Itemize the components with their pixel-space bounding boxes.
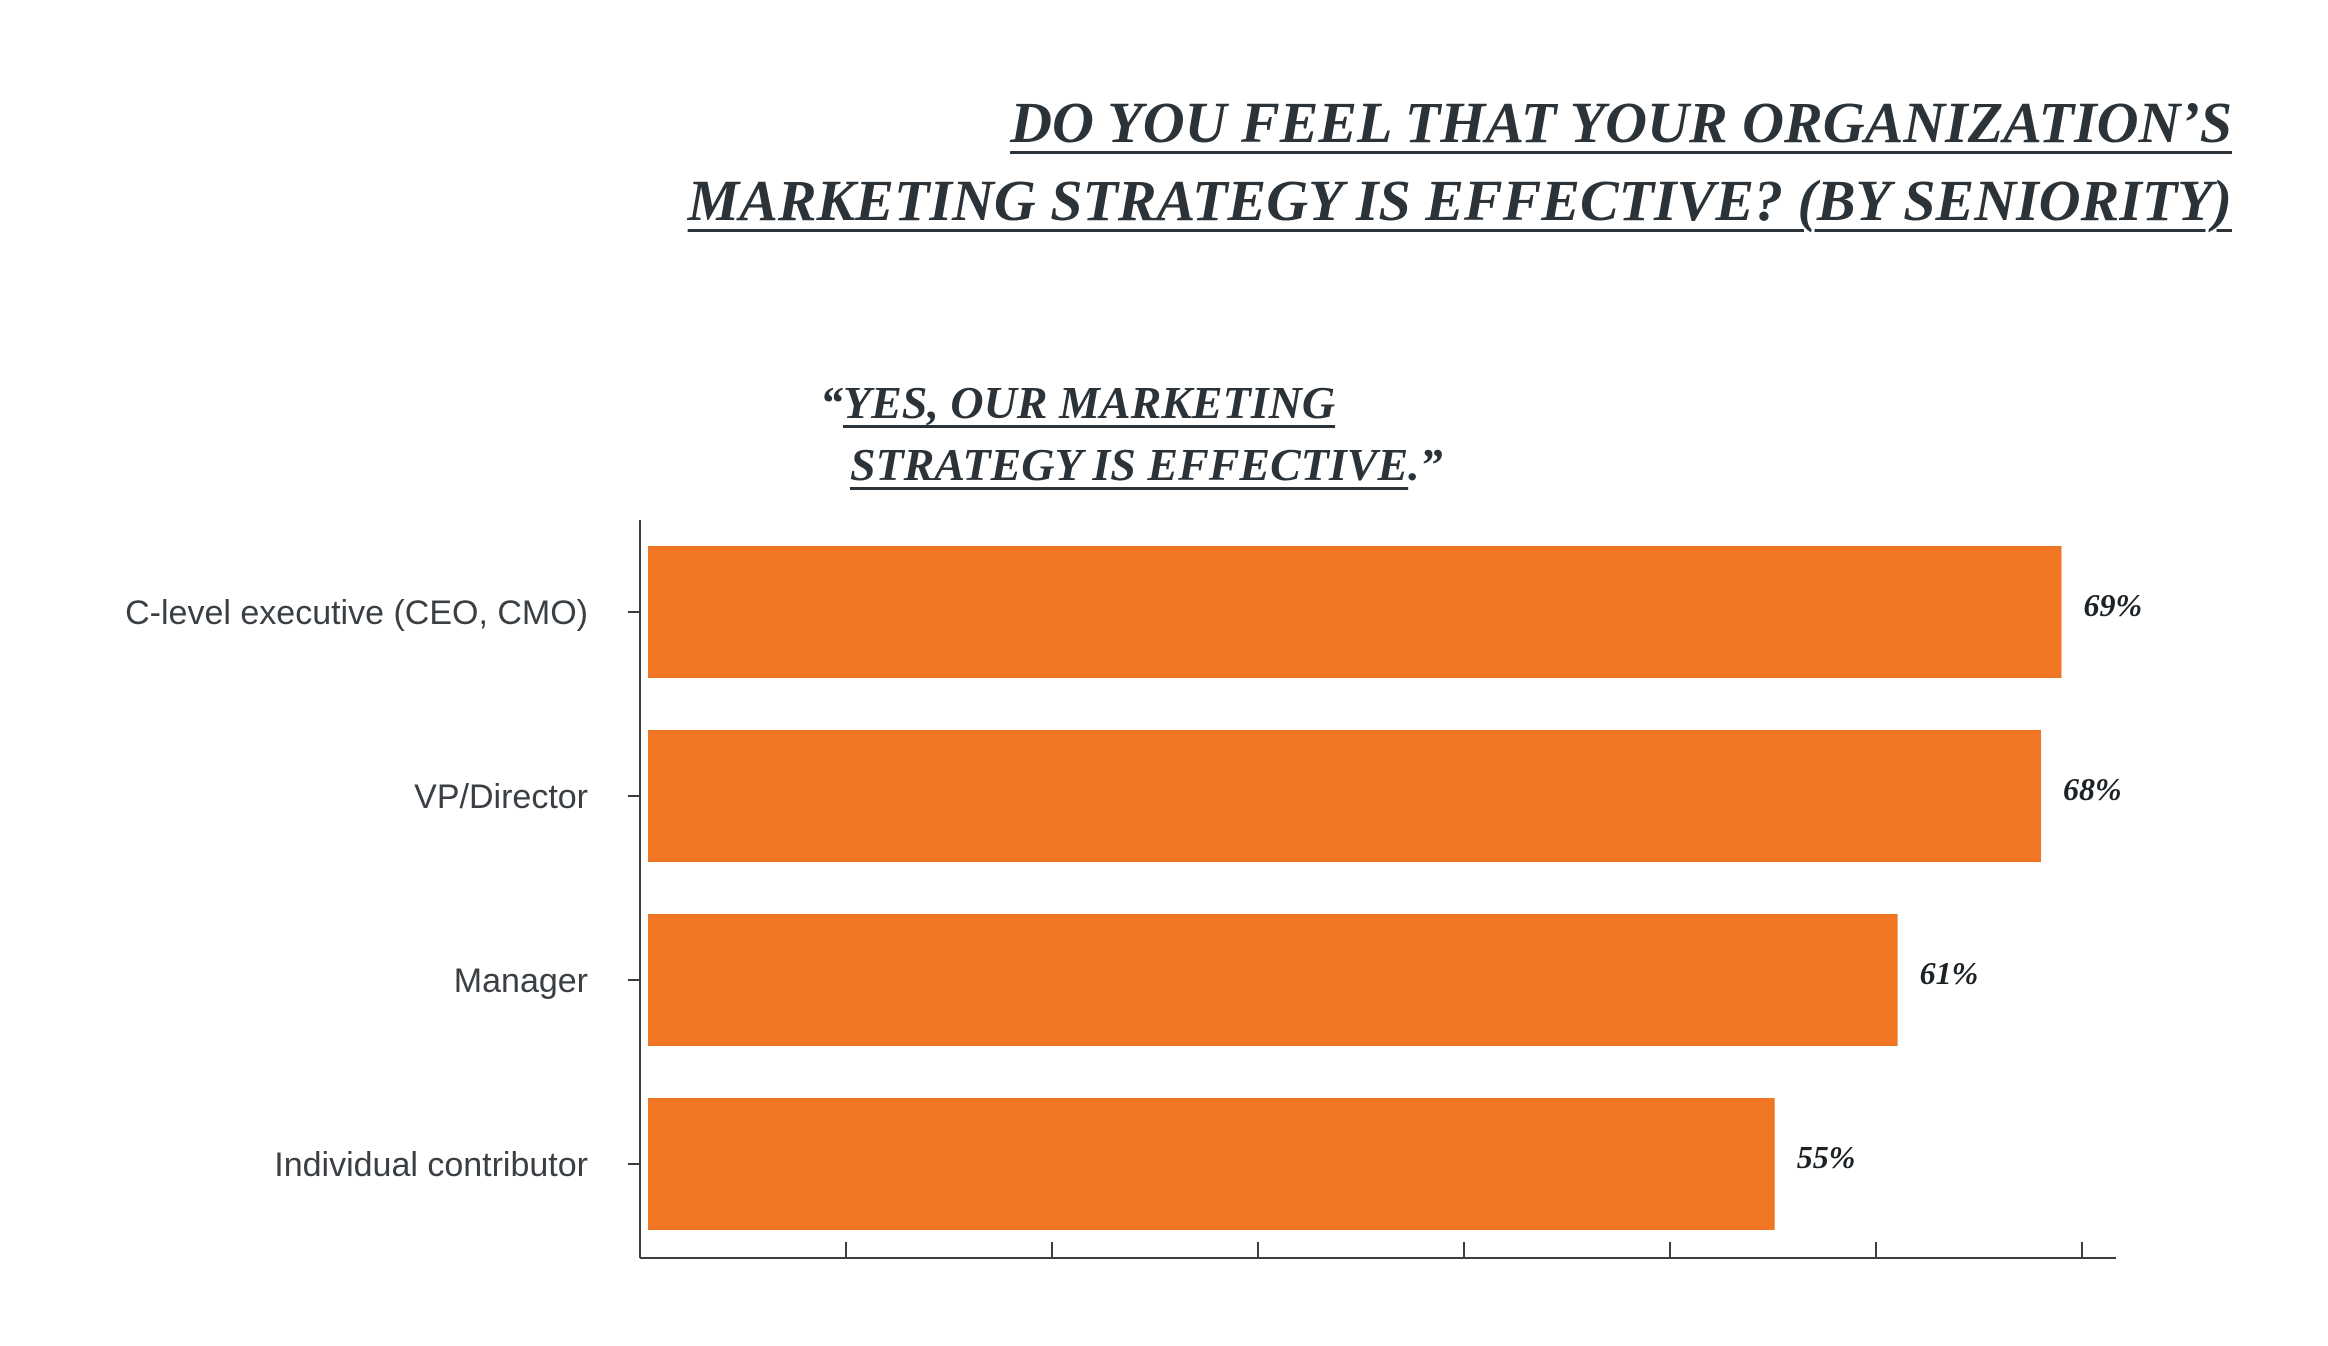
- subtitle-line-2: STRATEGY IS EFFECTIVE: [850, 439, 1409, 490]
- subtitle-close-quote: .”: [1408, 439, 1443, 490]
- chart-subtitle: “YES, OUR MARKETING STRATEGY IS EFFECTIV…: [820, 372, 1443, 496]
- bar: [648, 730, 2042, 862]
- value-label: 55%: [1797, 1139, 1856, 1175]
- chart-title: DO YOU FEEL THAT YOUR ORGANIZATION’S MAR…: [432, 84, 2232, 240]
- value-label: 61%: [1920, 955, 1979, 991]
- chart-title-line-2: MARKETING STRATEGY IS EFFECTIVE? (BY SEN…: [687, 168, 2232, 233]
- category-label: C-level executive (CEO, CMO): [125, 594, 588, 632]
- bar: [648, 1098, 1775, 1230]
- bar: [648, 914, 1898, 1046]
- value-label: 68%: [2063, 771, 2122, 807]
- category-label: VP/Director: [414, 778, 588, 816]
- subtitle-open-quote: “: [820, 377, 843, 428]
- value-label: 69%: [2084, 587, 2143, 623]
- chart-title-line-1: DO YOU FEEL THAT YOUR ORGANIZATION’S: [1010, 90, 2232, 155]
- category-label: Manager: [454, 962, 588, 1000]
- category-label: Individual contributor: [274, 1146, 588, 1184]
- subtitle-line-1: YES, OUR MARKETING: [843, 377, 1336, 428]
- bar: [648, 546, 2062, 678]
